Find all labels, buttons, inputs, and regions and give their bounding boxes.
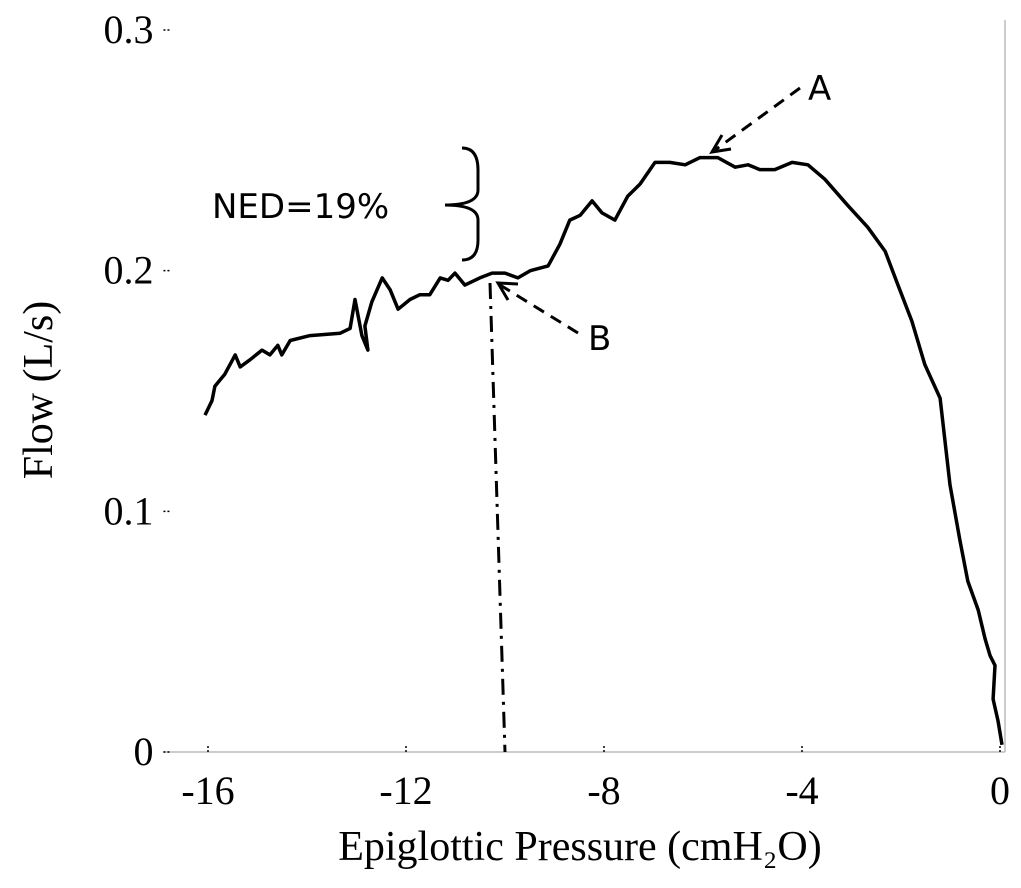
- data-line: [203, 155, 1004, 746]
- x-tick-label: -4: [785, 768, 818, 813]
- y-tick-label: 0.3: [103, 7, 153, 52]
- annotation-shapes: [444, 86, 801, 753]
- annotation: A: [808, 69, 831, 109]
- y-tick-label: 0.1: [103, 488, 153, 533]
- x-tick-label: -12: [379, 768, 432, 813]
- x-axis-label: Epiglottic Pressure (cmH₂O): [338, 824, 822, 870]
- arrowhead: [709, 134, 732, 154]
- x-tick-label: -16: [181, 768, 234, 813]
- annotation: B: [588, 319, 611, 359]
- x-tick-label: -8: [587, 768, 620, 813]
- arrow-b: [499, 283, 579, 335]
- brace: [444, 146, 480, 262]
- y-axis-label: Flow (L/s): [16, 301, 62, 480]
- y-tick-label: 0.2: [103, 248, 153, 293]
- guide-line: [488, 282, 507, 753]
- arrowhead: [495, 281, 519, 301]
- annotation: NED=19%: [212, 187, 389, 227]
- arrow-a: [714, 86, 801, 152]
- y-tick-label: 0: [133, 729, 153, 774]
- x-tick-label: 0: [990, 768, 1010, 813]
